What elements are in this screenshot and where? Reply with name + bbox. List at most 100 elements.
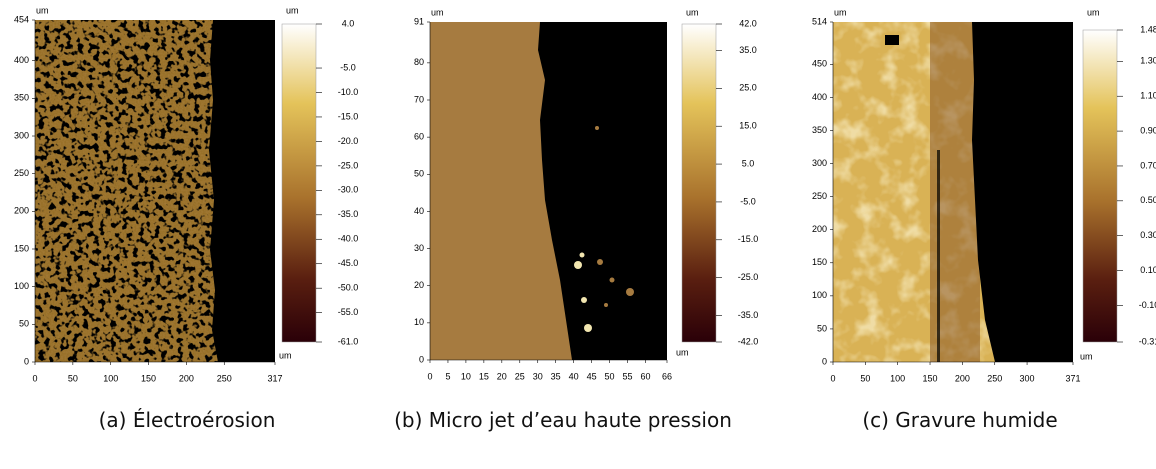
y-tick-label: 350 — [812, 125, 827, 135]
y-tick-label: 300 — [14, 130, 29, 140]
colorbar-label: 0.50 — [1140, 195, 1156, 205]
y-tick-label: 150 — [812, 257, 827, 267]
colorbar-label: 1.10 — [1140, 91, 1156, 101]
y-tick-label: 10 — [414, 317, 424, 327]
colorbar-label: 1.48 — [1140, 24, 1156, 34]
x-tick-label: 0 — [32, 373, 37, 383]
y-tick-label: 300 — [812, 158, 827, 168]
x-tick-label: 150 — [141, 373, 156, 383]
colorbar-label: -61.0 — [338, 336, 359, 346]
x-tick-label: 250 — [217, 373, 232, 383]
x-tick-label: 50 — [68, 373, 78, 383]
y-tick-label: 150 — [14, 243, 29, 253]
y-tick-label: 454 — [14, 14, 29, 24]
y-tick-label: 514 — [812, 16, 827, 26]
colorbar-label: 5.0 — [742, 158, 755, 168]
x-tick-label: 20 — [497, 371, 507, 381]
colorbar-unit: um — [1087, 7, 1100, 17]
x-tick-label: 35 — [551, 371, 561, 381]
x-tick-label: 15 — [479, 371, 489, 381]
y-tick-label: 50 — [19, 319, 29, 329]
colorbar-unit: um — [686, 7, 699, 17]
x-tick-label: 100 — [890, 373, 905, 383]
x-tick-label: 0 — [427, 371, 432, 381]
colorbar-label: -20.0 — [338, 136, 359, 146]
y-tick-label: 0 — [822, 356, 827, 366]
colorbar-label: 42.0 — [739, 18, 757, 28]
x-tick-label: 100 — [103, 373, 118, 383]
colorbar-label: -25.0 — [738, 272, 759, 282]
x-tick-label: 50 — [605, 371, 615, 381]
x-tick-label: 300 — [1020, 373, 1035, 383]
y-tick-label: 70 — [414, 94, 424, 104]
colorbar-label: -5.0 — [740, 196, 756, 206]
y-tick-label: 200 — [14, 206, 29, 216]
x-tick-label: 25 — [515, 371, 525, 381]
x-tick-label: 200 — [179, 373, 194, 383]
caption: (b) Micro jet d’eau haute pression — [394, 408, 732, 432]
axis-unit: um — [834, 7, 847, 17]
colorbar — [281, 23, 317, 343]
colorbar-label: -15.0 — [738, 234, 759, 244]
image-c — [833, 22, 1073, 362]
x-tick-label: 55 — [622, 371, 632, 381]
colorbar-label: -0.10 — [1139, 300, 1156, 310]
y-tick-label: 100 — [812, 290, 827, 300]
axis-unit: um — [36, 5, 49, 15]
colorbar-label: 0.30 — [1140, 230, 1156, 240]
x-tick-label: 60 — [640, 371, 650, 381]
y-tick-label: 400 — [14, 55, 29, 65]
x-tick-label: 250 — [987, 373, 1002, 383]
colorbar-label: -35.0 — [738, 310, 759, 320]
colorbar-label: -10.0 — [338, 87, 359, 97]
x-tick-label: 0 — [830, 373, 835, 383]
y-tick-label: 80 — [414, 57, 424, 67]
colorbar-label: 4.0 — [342, 18, 355, 28]
x-unit: um — [1080, 351, 1093, 361]
y-tick-label: 250 — [812, 191, 827, 201]
colorbar-label: 25.0 — [739, 83, 757, 93]
image-b — [430, 22, 667, 360]
y-tick-label: 0 — [419, 354, 424, 364]
colorbar-label: 15.0 — [739, 121, 757, 131]
x-tick-label: 5 — [445, 371, 450, 381]
colorbar — [681, 23, 717, 343]
y-tick-label: 30 — [414, 243, 424, 253]
colorbar-label: 0.70 — [1140, 160, 1156, 170]
y-tick-label: 50 — [414, 169, 424, 179]
colorbar-label: 0.10 — [1140, 265, 1156, 275]
x-tick-label: 10 — [461, 371, 471, 381]
y-tick-label: 450 — [812, 59, 827, 69]
y-tick-label: 40 — [414, 206, 424, 216]
colorbar-unit: um — [286, 5, 299, 15]
colorbar-label: -35.0 — [338, 209, 359, 219]
y-tick-label: 91 — [414, 16, 424, 26]
colorbar-label: -40.0 — [338, 234, 359, 244]
x-tick-label: 317 — [267, 373, 282, 383]
image-a — [35, 20, 275, 362]
colorbar-label: 0.90 — [1140, 125, 1156, 135]
y-tick-label: 250 — [14, 168, 29, 178]
x-tick-label: 40 — [569, 371, 579, 381]
y-tick-label: 350 — [14, 93, 29, 103]
figure-images: 0 50 100 150 200 250 3170501001502002503003504… — [14, 5, 1156, 383]
colorbar-label: -50.0 — [338, 283, 359, 293]
x-tick-label: 50 — [860, 373, 870, 383]
x-unit: um — [279, 350, 292, 360]
colorbar — [1082, 29, 1118, 343]
colorbar-label: -0.31 — [1139, 336, 1156, 346]
caption: (a) Électroérosion — [98, 408, 276, 432]
colorbar-label: -5.0 — [340, 62, 356, 72]
axis-unit: um — [431, 7, 444, 17]
caption: (c) Gravure humide — [862, 408, 1058, 432]
y-tick-label: 100 — [14, 281, 29, 291]
x-unit: um — [676, 347, 689, 357]
x-tick-label: 200 — [955, 373, 970, 383]
y-tick-label: 50 — [817, 323, 827, 333]
colorbar-label: -30.0 — [338, 185, 359, 195]
colorbar-label: -42.0 — [738, 336, 759, 346]
y-tick-label: 400 — [812, 92, 827, 102]
x-tick-label: 45 — [587, 371, 597, 381]
x-tick-label: 150 — [923, 373, 938, 383]
